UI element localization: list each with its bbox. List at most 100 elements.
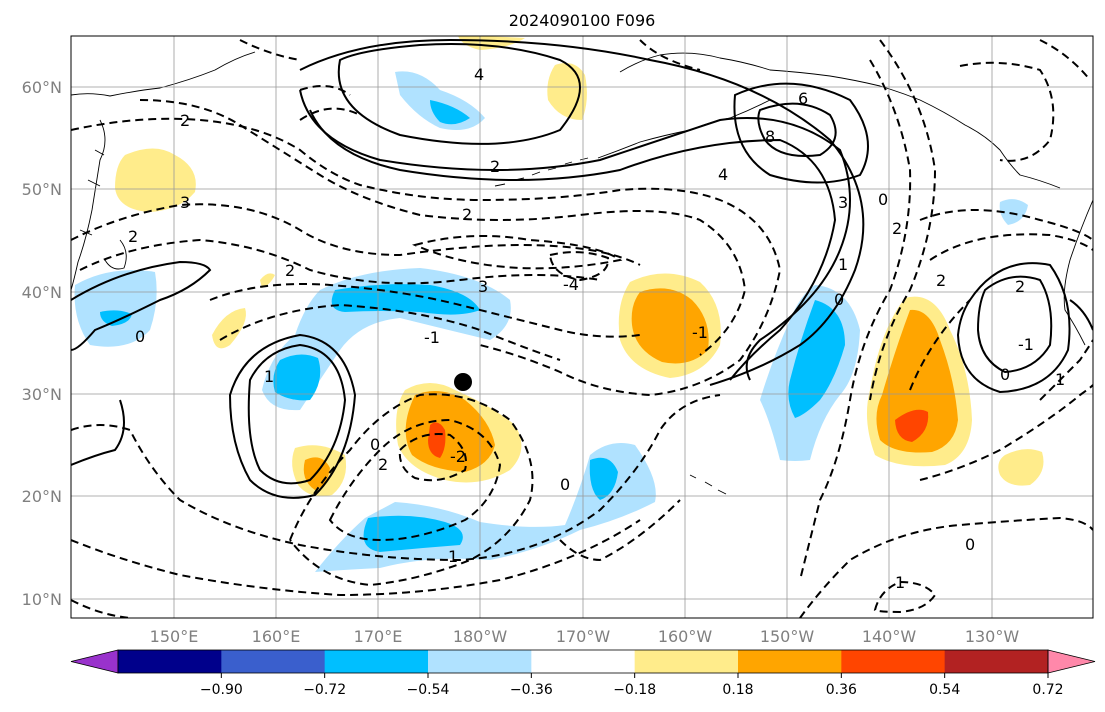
lon-label-170w: 170°W <box>556 627 611 646</box>
coastline-layer <box>71 51 1093 495</box>
shade-yellow-region <box>115 148 196 212</box>
solid-contour <box>309 109 837 381</box>
storm-center-marker <box>454 373 472 391</box>
shade-orange-region <box>631 288 709 364</box>
shade-yellow-region <box>260 273 275 288</box>
lon-label-140w: 140°W <box>862 627 917 646</box>
contour-label: 3 <box>180 193 190 212</box>
colorbar: −0.90 −0.72 −0.54 −0.36 −0.18 0.18 0.36 0.54 0.7… <box>70 649 1096 698</box>
solid-contour <box>733 82 869 184</box>
dashed-contour <box>219 303 561 361</box>
map-title: 2024090100 F096 <box>509 11 656 30</box>
dashed-contour <box>1039 339 1093 401</box>
shade-light-blue-region <box>999 199 1028 225</box>
map-frame <box>70 35 1094 619</box>
contour-label: 2 <box>128 227 138 246</box>
dashed-contour-layer <box>71 39 1093 618</box>
dashed-contour <box>799 59 912 581</box>
solid-contour <box>757 102 837 157</box>
contour-label: -4 <box>563 275 579 294</box>
colorbar-swatch <box>738 650 842 673</box>
lat-label-50n: 50°N <box>22 180 62 199</box>
contour-label: -1 <box>692 323 708 342</box>
colorbar-tick-label: 0.36 <box>826 682 857 698</box>
dashed-contour <box>799 516 1093 618</box>
colorbar-swatch <box>118 650 222 673</box>
contour-label: 4 <box>718 165 728 184</box>
contour-label: 8 <box>765 127 775 146</box>
dashed-contour <box>909 299 971 391</box>
contour-label: 0 <box>560 475 570 494</box>
latitude-labels: 60°N 50°N 40°N 30°N 20°N 10°N <box>22 78 62 609</box>
solid-contour <box>976 275 1053 374</box>
dashed-contour <box>548 251 610 282</box>
contour-label: 1 <box>838 255 848 274</box>
shade-orange-region <box>876 309 958 453</box>
colorbar-tick-label: −0.18 <box>613 682 656 698</box>
colorbar-tick-label: 0.18 <box>722 682 753 698</box>
asia-coastline <box>71 51 256 291</box>
contour-label: -2 <box>450 447 466 466</box>
dashed-contour <box>1039 39 1091 81</box>
lat-label-20n: 20°N <box>22 487 62 506</box>
contour-label: 2 <box>285 261 295 280</box>
contour-label: 3 <box>838 193 848 212</box>
contour-label: 6 <box>798 89 808 108</box>
dashed-contour <box>289 393 534 587</box>
contour-label: 4 <box>474 65 484 84</box>
contour-label: 3 <box>478 277 488 296</box>
lon-label-150w: 150°W <box>760 627 815 646</box>
contour-label: 2 <box>180 111 190 130</box>
contour-label: 0 <box>370 435 380 454</box>
shade-blue-region <box>363 515 463 552</box>
longitude-labels: 150°E 160°E 170°E 180°W 170°W 160°W 150°… <box>150 627 1020 646</box>
dashed-contour <box>209 283 641 338</box>
lon-label-150e: 150°E <box>150 627 199 646</box>
contour-label: 1 <box>895 573 905 592</box>
lat-label-60n: 60°N <box>22 78 62 97</box>
shade-orange-region <box>405 391 495 472</box>
dashed-contour <box>79 238 601 285</box>
dashed-contour <box>328 418 502 542</box>
shade-blue-region <box>788 300 845 418</box>
shade-blue-region <box>589 457 618 500</box>
lon-label-130w: 130°W <box>965 627 1020 646</box>
shade-yellow-region <box>998 449 1044 486</box>
lat-label-10n: 10°N <box>22 590 62 609</box>
colorbar-tick-label: −0.90 <box>200 682 243 698</box>
dashed-contour <box>71 394 721 562</box>
shade-red-orange-region <box>895 409 929 442</box>
contour-label: 2 <box>936 271 946 290</box>
solid-contour <box>337 43 581 145</box>
contour-label: 2 <box>378 455 388 474</box>
contour-label: 0 <box>1000 365 1010 384</box>
contour-label: 1 <box>448 547 458 566</box>
dashed-contour <box>639 39 701 71</box>
colorbar-swatch <box>634 650 739 673</box>
north-america-coastline <box>1063 199 1093 346</box>
lat-label-30n: 30°N <box>22 385 62 404</box>
contour-label: 0 <box>878 190 888 209</box>
dashed-contour <box>869 39 937 401</box>
solid-contour <box>1069 299 1093 331</box>
dashed-contour <box>71 117 782 397</box>
shade-red-orange-region <box>428 422 446 458</box>
contour-label: 0 <box>965 535 975 554</box>
aleutian-islands <box>494 157 589 187</box>
colorbar-tick-label: −0.36 <box>510 682 553 698</box>
dashed-contour <box>959 61 1055 162</box>
lon-label-160w: 160°W <box>658 627 713 646</box>
dashed-contour <box>919 209 1093 241</box>
contour-label: 2 <box>892 219 902 238</box>
alaska-coastline <box>597 52 1061 189</box>
solid-contour-layer <box>71 38 1093 499</box>
shade-yellow-region <box>212 308 246 349</box>
contour-label: 2 <box>462 205 472 224</box>
solid-contour <box>71 399 125 466</box>
dashed-contour <box>559 499 681 562</box>
dashed-contour <box>239 39 301 61</box>
colorbar-swatch <box>221 650 326 673</box>
solid-contour <box>299 38 865 386</box>
contour-label: 2 <box>490 157 500 176</box>
